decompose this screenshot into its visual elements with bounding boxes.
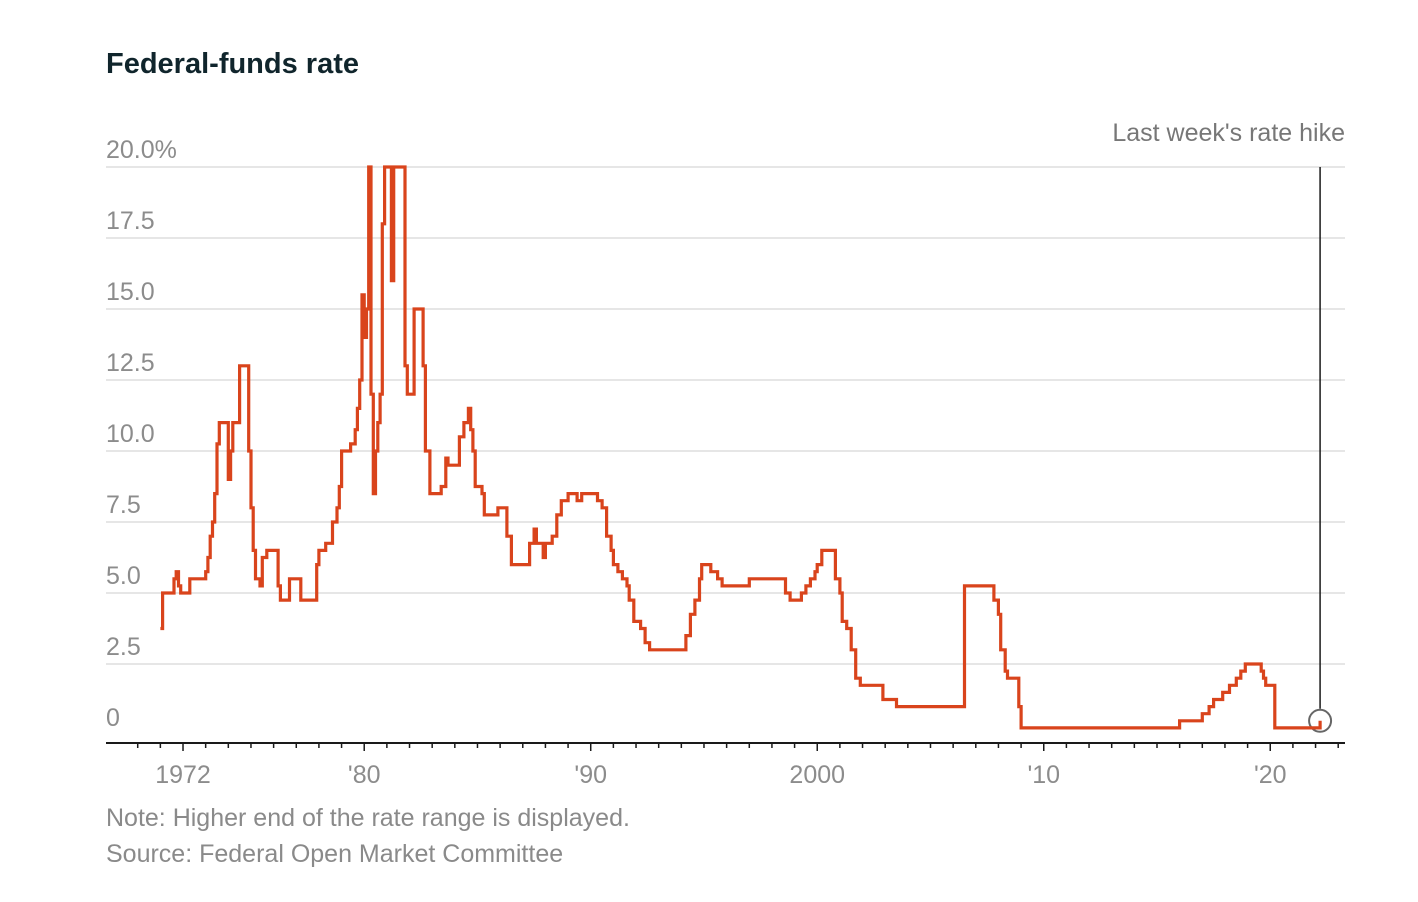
- x-tick-label: '10: [1027, 761, 1060, 789]
- y-tick-label: 15.0: [106, 278, 155, 306]
- y-tick-label: 10.0: [106, 420, 155, 448]
- y-axis-tick-labels: 0 2.5 5.0 7.5 10.0 12.5 15.0 17.5 20.0%: [106, 136, 177, 732]
- grid-lines: [106, 166, 1345, 665]
- y-tick-label: 5.0: [106, 562, 141, 590]
- footer-note: Note: Higher end of the rate range is di…: [106, 804, 630, 832]
- y-tick-label: 7.5: [106, 491, 141, 519]
- series-layer: [160, 165, 1322, 730]
- x-tick-label: 1972: [155, 761, 211, 789]
- y-tick-label: 17.5: [106, 207, 155, 235]
- annotation-label: Last week's rate hike: [1112, 119, 1345, 147]
- chart-title: Federal-funds rate: [106, 48, 359, 80]
- x-tick-label: '20: [1254, 761, 1287, 789]
- footer-source: Source: Federal Open Market Committee: [106, 840, 564, 868]
- y-tick-label: 2.5: [106, 633, 141, 661]
- annotation-marker: [1308, 708, 1333, 733]
- x-tick-label: '90: [574, 761, 607, 789]
- series-line: [160, 165, 1322, 730]
- y-tick-label: 12.5: [106, 349, 155, 377]
- annotation-layer: Last week's rate hike: [1112, 119, 1345, 733]
- x-axis: 1972 '80 '90 2000 '10 '20: [106, 742, 1345, 789]
- y-tick-label: 20.0%: [106, 136, 177, 164]
- x-tick-label: '80: [348, 761, 381, 789]
- x-tick-label: 2000: [789, 761, 845, 789]
- y-tick-label: 0: [106, 704, 120, 732]
